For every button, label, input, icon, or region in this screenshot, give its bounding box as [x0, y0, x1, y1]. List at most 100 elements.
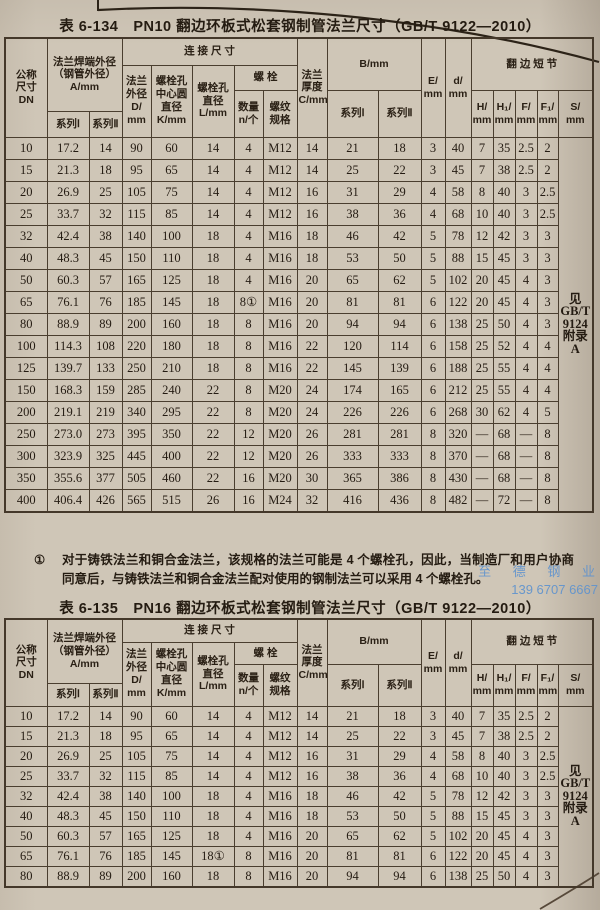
value-cell: 333: [326, 444, 379, 468]
table1-body: 10 17.2 14 90 60 14 4 M12 14 21 18 3 40 7 35 2.5 2 见 GB/T…: [4, 136, 594, 512]
value-cell: 90: [121, 705, 152, 727]
value-cell: 14: [191, 725, 235, 747]
value-cell: 110: [150, 805, 193, 827]
value-cell: 5: [420, 224, 446, 248]
value-cell: 68: [444, 202, 472, 226]
dn-cell: 80: [4, 865, 48, 887]
header-bolt-hole: 螺栓孔 直径 L/mm: [191, 641, 235, 707]
table-row: 65 76.1 76 185 145 18 8① M16 20 81 81 6 122 20 45 4 3: [4, 290, 593, 314]
value-cell: 17.2: [46, 136, 90, 160]
value-cell: M16: [262, 805, 298, 827]
table-row: 32 42.4 38 140 100 18 4 M16 18 46 42 5 78 12 42 3 3: [4, 785, 593, 807]
value-cell: 355.6: [46, 466, 90, 490]
value-cell: 160: [150, 865, 193, 887]
value-cell: —: [514, 444, 538, 468]
table-row: 80 88.9 89 200 160 18 8 M16 20 94 94 6 138 25 50 4 3: [4, 312, 593, 336]
dn-cell: 40: [4, 246, 48, 270]
value-cell: 40: [492, 765, 516, 787]
value-cell: 323.9: [46, 444, 90, 468]
value-cell: 22: [296, 356, 328, 380]
value-cell: 3: [420, 158, 446, 182]
header-s: S/ mm: [565, 100, 585, 126]
value-cell: 395: [121, 422, 152, 446]
value-cell: 21: [326, 705, 379, 727]
value-cell: 10: [470, 765, 494, 787]
value-cell: 226: [326, 400, 379, 424]
value-cell: 78: [444, 785, 472, 807]
value-cell: 16: [233, 488, 264, 512]
value-cell: M16: [262, 785, 298, 807]
value-cell: 4: [514, 334, 538, 358]
table-row: 25 33.7 32 115 85 14 4 M12 16 38 36 4 68 10 40 3 2.5: [4, 202, 593, 226]
value-cell: 4: [233, 745, 264, 767]
value-cell: 4: [233, 805, 264, 827]
value-cell: 16: [296, 745, 328, 767]
header-a-series2: 系列Ⅱ: [88, 682, 123, 707]
header-thickness: 法兰 厚度 C/mm: [296, 37, 328, 138]
table-row: 20 26.9 25 105 75 14 4 M12 16 31 29 4 58 8 40 3 2.5: [4, 180, 593, 204]
value-cell: 150: [121, 246, 152, 270]
dn-cell: 25: [4, 765, 48, 787]
table2-title: 表 6-135 PN16 翻边环板式松套钢制管法兰尺寸（GB/T 9122—20…: [59, 601, 541, 617]
value-cell: 400: [150, 444, 193, 468]
value-cell: 35: [492, 705, 516, 727]
header-bolt-group: 螺 栓: [233, 64, 298, 91]
header-f1: F₁/ mm: [536, 89, 559, 138]
value-cell: 38: [88, 224, 123, 248]
header-bolt-hole: 螺栓孔 直径 L/mm: [191, 64, 235, 138]
value-cell: 21.3: [46, 158, 90, 182]
value-cell: 42: [492, 224, 516, 248]
value-cell: 4: [233, 725, 264, 747]
value-cell: 5: [420, 825, 446, 847]
value-cell: 4: [514, 312, 538, 336]
value-cell: 4: [514, 268, 538, 292]
value-cell: —: [470, 422, 494, 446]
value-cell: 65: [326, 268, 379, 292]
value-cell: 140: [121, 785, 152, 807]
table-row: 200 219.1 219 340 295 22 8 M20 24 226 226 6 268 30 62 4…: [4, 400, 593, 424]
value-cell: 4: [514, 400, 538, 424]
value-cell: 60: [150, 705, 193, 727]
value-cell: 30: [470, 400, 494, 424]
value-cell: M16: [262, 865, 298, 887]
header-h1: H₁/ mm: [492, 89, 516, 138]
value-cell: 12: [233, 422, 264, 446]
value-cell: 26: [191, 488, 235, 512]
value-cell: 7: [470, 705, 494, 727]
header-weld-od-group: 法兰焊端外径 （钢管外径） A/mm: [46, 37, 123, 112]
value-cell: 94: [326, 865, 379, 887]
value-cell: 20: [296, 290, 328, 314]
value-cell: 6: [420, 378, 446, 402]
value-cell: 6: [420, 845, 446, 867]
value-cell: 3: [536, 246, 559, 270]
table-row: 80 88.9 89 200 160 18 8 M16 20 94 94 6 138 25 50 4 3: [4, 865, 593, 887]
header-b-group: B/mm: [326, 37, 422, 91]
value-cell: 42.4: [46, 224, 90, 248]
value-cell: 4: [514, 378, 538, 402]
value-cell: 365: [326, 466, 379, 490]
header-h: H/ mm: [470, 663, 494, 707]
dn-cell: 15: [4, 725, 48, 747]
value-cell: 2.5: [514, 136, 538, 160]
value-cell: 3: [536, 805, 559, 827]
dn-cell: 250: [4, 422, 48, 446]
dn-cell: 10: [4, 136, 48, 160]
value-cell: 22: [296, 334, 328, 358]
value-cell: 78: [444, 224, 472, 248]
value-cell: 31: [326, 180, 379, 204]
value-cell: 12: [470, 785, 494, 807]
value-cell: 95: [121, 158, 152, 182]
value-cell: 2.5: [536, 180, 559, 204]
header-h1: H₁/ mm: [492, 663, 516, 707]
value-cell: 29: [377, 745, 422, 767]
value-cell: 53: [326, 805, 379, 827]
value-cell: 125: [150, 825, 193, 847]
value-cell: 81: [326, 845, 379, 867]
value-cell: 38: [492, 158, 516, 182]
value-cell: 120: [326, 334, 379, 358]
value-cell: 138: [444, 312, 472, 336]
header-stub-group: 翻 边 短 节: [470, 618, 594, 665]
value-cell: 160: [150, 312, 193, 336]
value-cell: 18: [191, 356, 235, 380]
value-cell: 18: [296, 246, 328, 270]
